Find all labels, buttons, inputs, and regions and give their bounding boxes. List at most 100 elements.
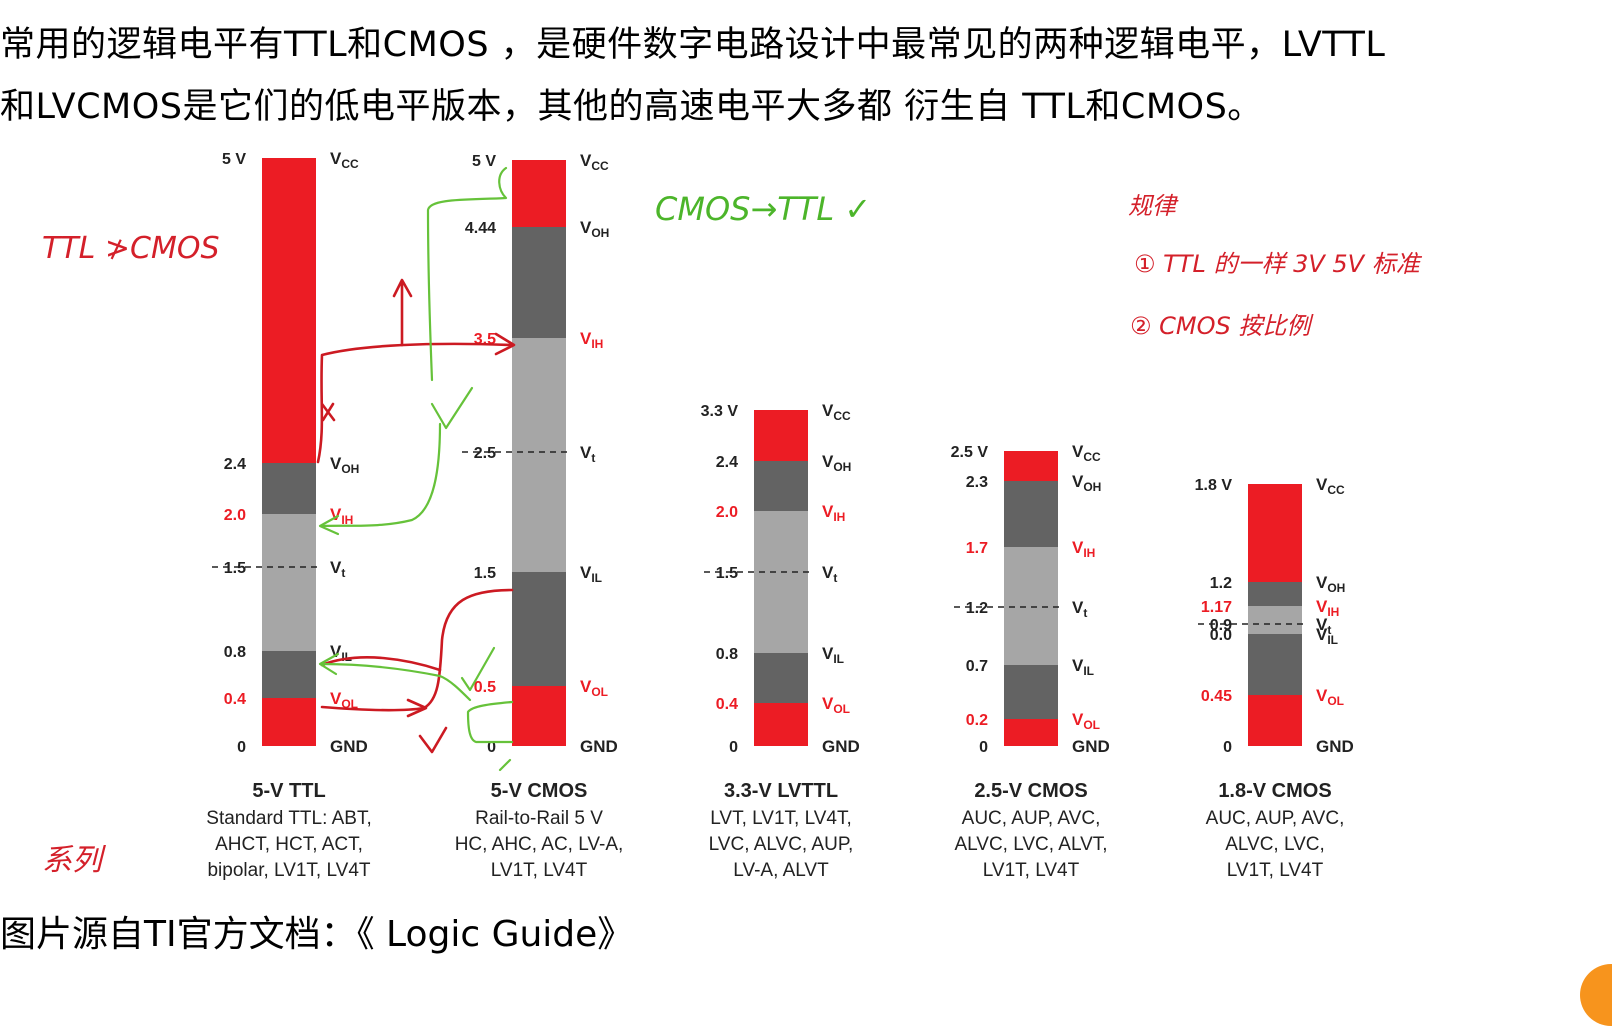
bar-segment: [754, 653, 808, 703]
level-symbol-main: V: [330, 505, 342, 524]
family-description: bipolar, LV1T, LV4T: [207, 860, 370, 881]
level-symbol-sub: IL: [1327, 633, 1338, 647]
family-description: LV1T, LV4T: [1227, 860, 1324, 881]
bar-segment: [1004, 607, 1058, 665]
level-value: 0: [979, 739, 988, 756]
level-value: 0.0: [1210, 627, 1232, 644]
level-symbol-sub: IH: [341, 513, 353, 527]
level-symbol: GND: [1316, 737, 1354, 756]
level-symbol-main: V: [580, 329, 592, 348]
level-symbol-main: V: [1072, 442, 1084, 461]
level-symbol: VOH: [1072, 472, 1101, 494]
level-symbol-main: V: [1072, 598, 1084, 617]
level-value: 5 V: [222, 151, 246, 168]
level-value: 5 V: [472, 153, 496, 170]
bar-segment: [1248, 695, 1302, 746]
level-symbol: VOH: [330, 454, 359, 476]
level-symbol-main: V: [1316, 597, 1328, 616]
level-symbol-sub: OL: [1327, 694, 1344, 708]
level-symbol: Vt: [1316, 615, 1331, 637]
bar-segment: [1004, 451, 1058, 481]
level-symbol-sub: OH: [833, 460, 851, 474]
level-symbol-sub: CC: [1327, 483, 1345, 497]
family-description: ALVC, LVC,: [1225, 834, 1325, 855]
level-value: 2.5: [474, 445, 496, 462]
family-description: AUC, AUP, AVC,: [1206, 808, 1345, 829]
level-symbol-main: V: [330, 454, 342, 473]
level-symbol-sub: IH: [1327, 605, 1339, 619]
green-check-2: [460, 646, 496, 692]
level-value: 4.44: [465, 220, 496, 237]
family-description: LV1T, LV4T: [491, 860, 588, 881]
level-symbol-main: V: [1316, 625, 1328, 644]
intro-line-2: 和LVCMOS是它们的低电平版本，其他的高速电平大多都 衍生自 TTL和CMOS…: [0, 87, 1263, 127]
bar-segment: [262, 158, 316, 463]
level-symbol-sub: IL: [1083, 664, 1094, 678]
bar-segment: [512, 338, 566, 452]
family-title: 2.5-V CMOS: [974, 780, 1087, 802]
level-value: 0.4: [224, 691, 246, 708]
level-symbol-main: V: [1072, 538, 1084, 557]
bar-segment: [754, 703, 808, 746]
level-value: 1.8 V: [1195, 477, 1233, 494]
green-arrowhead-vil: [318, 652, 340, 676]
level-value: 1.5: [224, 560, 246, 577]
green-arrowhead-vih: [318, 514, 340, 536]
level-symbol-sub: IH: [591, 337, 603, 351]
level-value: 1.5: [716, 565, 738, 582]
red-arrowhead-vih: [494, 332, 516, 356]
level-symbol-sub: CC: [341, 157, 359, 171]
level-value: 1.17: [1201, 599, 1232, 616]
level-symbol-sub: OH: [341, 462, 359, 476]
level-value: 0.5: [474, 679, 496, 696]
annotation-rule-title: 规律: [1128, 192, 1179, 220]
red-arrow-cmos-vil-to-ttl: [320, 588, 514, 712]
level-symbol-main: V: [822, 644, 834, 663]
level-symbol-sub: OH: [1083, 480, 1101, 494]
level-symbol: Vt: [822, 563, 837, 585]
bar-segment: [1004, 719, 1058, 746]
green-brace-vol: [466, 700, 514, 772]
level-symbol: VIL: [822, 644, 844, 666]
level-symbol-sub: t: [591, 451, 595, 465]
level-symbol-main: V: [580, 563, 592, 582]
level-symbol-sub: OH: [1327, 581, 1345, 595]
level-symbol: GND: [330, 737, 368, 756]
annotation-rule-2: ② CMOS 按比例: [1130, 312, 1314, 340]
level-symbol: VCC: [1316, 475, 1345, 497]
red-arrow-voh-to-vih: [316, 342, 514, 464]
level-symbol-main: V: [1316, 573, 1328, 592]
level-symbol-main: V: [580, 218, 592, 237]
family-title: 5-V TTL: [252, 780, 325, 802]
level-symbol-main: V: [330, 689, 342, 708]
level-symbol: VOH: [1316, 573, 1345, 595]
level-value: 0: [487, 739, 496, 756]
bar-segment: [262, 651, 316, 698]
bar-segment: [754, 461, 808, 511]
level-symbol: VOL: [1316, 686, 1344, 708]
level-symbol-sub: OL: [833, 702, 850, 716]
bar-segment: [262, 698, 316, 746]
level-symbol-sub: t: [833, 571, 837, 585]
level-symbol: VOH: [822, 452, 851, 474]
green-check-1: [430, 386, 474, 430]
family-description: HC, AHC, AC, LV-A,: [455, 834, 624, 855]
level-symbol-sub: CC: [833, 409, 851, 423]
level-symbol: VIH: [1316, 597, 1339, 619]
level-symbol-main: V: [580, 151, 592, 170]
level-symbol-main: GND: [1072, 737, 1110, 756]
level-symbol: VIH: [1072, 538, 1095, 560]
family-title: 3.3-V LVTTL: [724, 780, 838, 802]
level-symbol-main: V: [580, 443, 592, 462]
level-symbol-main: V: [822, 452, 834, 471]
level-symbol: VIL: [580, 563, 602, 585]
level-symbol: VCC: [580, 151, 609, 173]
level-value: 2.0: [224, 507, 246, 524]
family-title: 5-V CMOS: [491, 780, 588, 802]
family-description: Rail-to-Rail 5 V: [475, 808, 603, 829]
level-symbol: VCC: [1072, 442, 1101, 464]
bar-segment: [1004, 547, 1058, 607]
